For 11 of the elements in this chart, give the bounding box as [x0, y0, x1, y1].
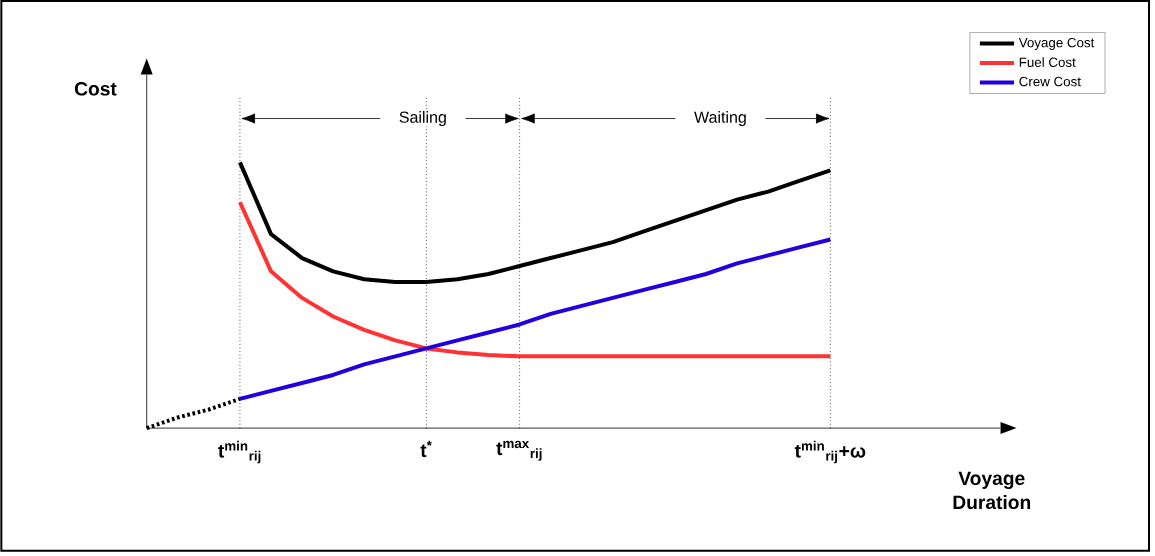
x-axis-title: Voyage Duration	[953, 471, 1031, 510]
x-tick-label: t$^{max}$rij	[496, 440, 542, 461]
y-axis-title: Cost	[74, 81, 117, 96]
text: Sailing	[399, 111, 446, 126]
legend-label: Crew Cost	[1019, 76, 1081, 87]
x-tick-label: t$^{min}$rij	[218, 440, 261, 464]
x-tick-label: t$^{min}$$_{rij}$+ω	[794, 440, 866, 464]
x-tick-label: t$^{*}$	[420, 440, 432, 458]
text: Waiting	[694, 111, 746, 126]
legend-label: Fuel Cost	[1019, 57, 1076, 67]
legend-label: Voyage Cost	[1018, 37, 1095, 50]
